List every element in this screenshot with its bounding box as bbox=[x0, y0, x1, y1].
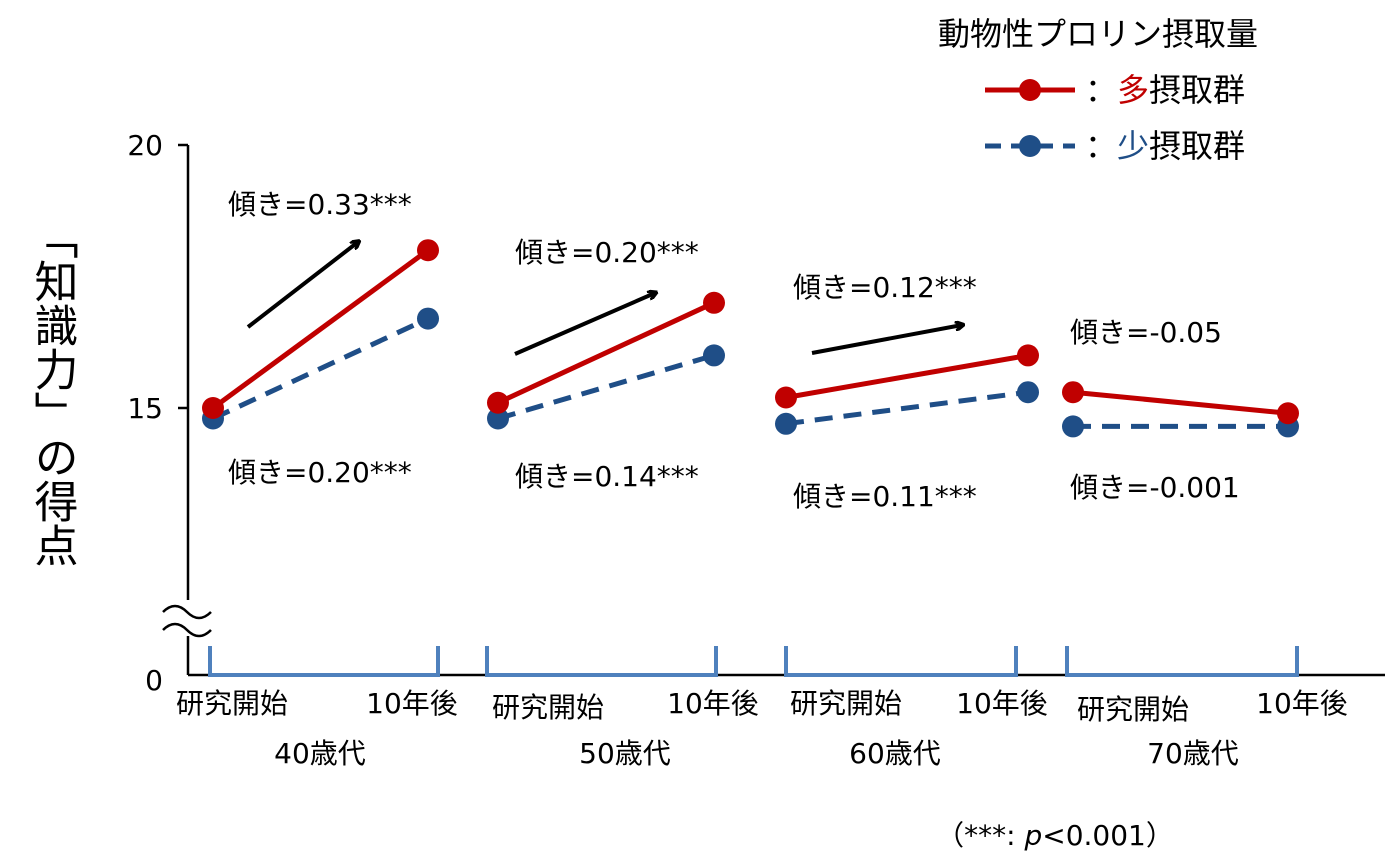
legend-prefix-high: ： bbox=[1085, 71, 1117, 109]
group-label-70s: 70歳代 bbox=[1147, 737, 1239, 770]
legend-marker-high bbox=[1019, 79, 1041, 101]
point-high-end-40s bbox=[417, 239, 439, 262]
line-low-40s bbox=[211, 316, 430, 421]
bracket-50s bbox=[485, 646, 718, 677]
group-label-50s: 50歳代 bbox=[579, 737, 671, 770]
legend-prefix-low: ： bbox=[1085, 127, 1117, 165]
note-after: <0.001） bbox=[1042, 819, 1174, 852]
line-high-70s bbox=[1072, 389, 1289, 416]
point-low-start-60s bbox=[775, 412, 797, 435]
axis-break-bottom bbox=[162, 622, 212, 638]
point-low-start-70s bbox=[1062, 415, 1084, 438]
point-high-start-60s bbox=[775, 386, 797, 409]
legend-suffix-low: 摂取群 bbox=[1149, 127, 1245, 165]
note-italic: p bbox=[1023, 819, 1042, 852]
point-high-start-50s bbox=[487, 391, 509, 414]
line-high-50s bbox=[496, 300, 716, 406]
point-high-end-50s bbox=[703, 291, 725, 314]
line-high-40s bbox=[211, 248, 430, 411]
line-high-60s bbox=[785, 352, 1029, 400]
x-tick-end-50s: 10年後 bbox=[667, 687, 759, 720]
slope-label-high-40s: 傾き=0.33*** bbox=[228, 188, 412, 221]
point-high-end-70s bbox=[1277, 402, 1299, 425]
x-tick-start-40s: 研究開始 bbox=[176, 687, 288, 720]
slope-label-low-60s: 傾き=0.11*** bbox=[793, 480, 977, 513]
point-low-start-50s bbox=[487, 407, 509, 430]
line-low-60s bbox=[785, 389, 1029, 427]
x-tick-start-60s: 研究開始 bbox=[790, 687, 902, 720]
trend-arrow-40s bbox=[246, 242, 358, 329]
y-axis-label: 「知識力」の得点 bbox=[27, 215, 79, 567]
bracket-40s bbox=[208, 646, 440, 677]
slope-label-low-50s: 傾き=0.14*** bbox=[515, 460, 699, 493]
point-high-start-70s bbox=[1062, 381, 1084, 404]
group-50s: 傾き=0.20*** 傾き=0.14*** 研究開始 10年後 50歳代 bbox=[485, 236, 759, 770]
legend-label-low: ：少摂取群 bbox=[1085, 127, 1245, 165]
group-label-60s: 60歳代 bbox=[849, 737, 941, 770]
slope-label-high-50s: 傾き=0.20*** bbox=[515, 236, 699, 269]
point-high-end-60s bbox=[1017, 344, 1039, 367]
group-70s: 傾き=-0.05 傾き=-0.001 研究開始 10年後 70歳代 bbox=[1062, 316, 1348, 770]
y-tick-label-20: 20 bbox=[127, 129, 163, 162]
x-tick-end-60s: 10年後 bbox=[956, 687, 1048, 720]
group-40s: 傾き=0.33*** 傾き=0.20*** 研究開始 10年後 40歳代 bbox=[176, 188, 458, 770]
slope-label-low-40s: 傾き=0.20*** bbox=[228, 456, 412, 489]
significance-note: （***: p<0.001） bbox=[936, 819, 1174, 852]
bracket-60s bbox=[784, 646, 1018, 677]
trend-arrow-50s bbox=[514, 293, 655, 356]
y-tick-label-15: 15 bbox=[127, 392, 163, 425]
axis-break-top bbox=[162, 604, 212, 620]
bracket-70s bbox=[1065, 646, 1299, 677]
trend-arrow-60s bbox=[811, 325, 962, 355]
y-tick-label-0: 0 bbox=[145, 664, 163, 697]
x-tick-start-50s: 研究開始 bbox=[492, 691, 604, 724]
legend-marker-low bbox=[1019, 135, 1041, 157]
legend-highlight-high: 多 bbox=[1117, 71, 1149, 109]
slope-label-high-70s: 傾き=-0.05 bbox=[1070, 316, 1222, 349]
group-label-40s: 40歳代 bbox=[274, 737, 366, 770]
point-low-end-50s bbox=[703, 344, 725, 367]
line-low-50s bbox=[497, 353, 715, 421]
group-60s: 傾き=0.12*** 傾き=0.11*** 研究開始 10年後 60歳代 bbox=[775, 271, 1048, 770]
point-high-start-40s bbox=[202, 397, 224, 419]
x-tick-start-70s: 研究開始 bbox=[1077, 693, 1189, 726]
legend-suffix-high: 摂取群 bbox=[1149, 71, 1245, 109]
legend-label-high: ：多摂取群 bbox=[1085, 71, 1245, 109]
legend-highlight-low: 少 bbox=[1117, 127, 1149, 165]
point-low-end-40s bbox=[417, 307, 439, 330]
x-tick-end-40s: 10年後 bbox=[366, 687, 458, 720]
slope-label-low-70s: 傾き=-0.001 bbox=[1070, 471, 1240, 504]
slope-label-high-60s: 傾き=0.12*** bbox=[793, 271, 977, 304]
note-before: （***: bbox=[936, 819, 1024, 852]
point-low-end-60s bbox=[1017, 381, 1039, 404]
legend-title: 動物性プロリン摂取量 bbox=[938, 15, 1258, 53]
x-tick-end-70s: 10年後 bbox=[1256, 687, 1348, 720]
